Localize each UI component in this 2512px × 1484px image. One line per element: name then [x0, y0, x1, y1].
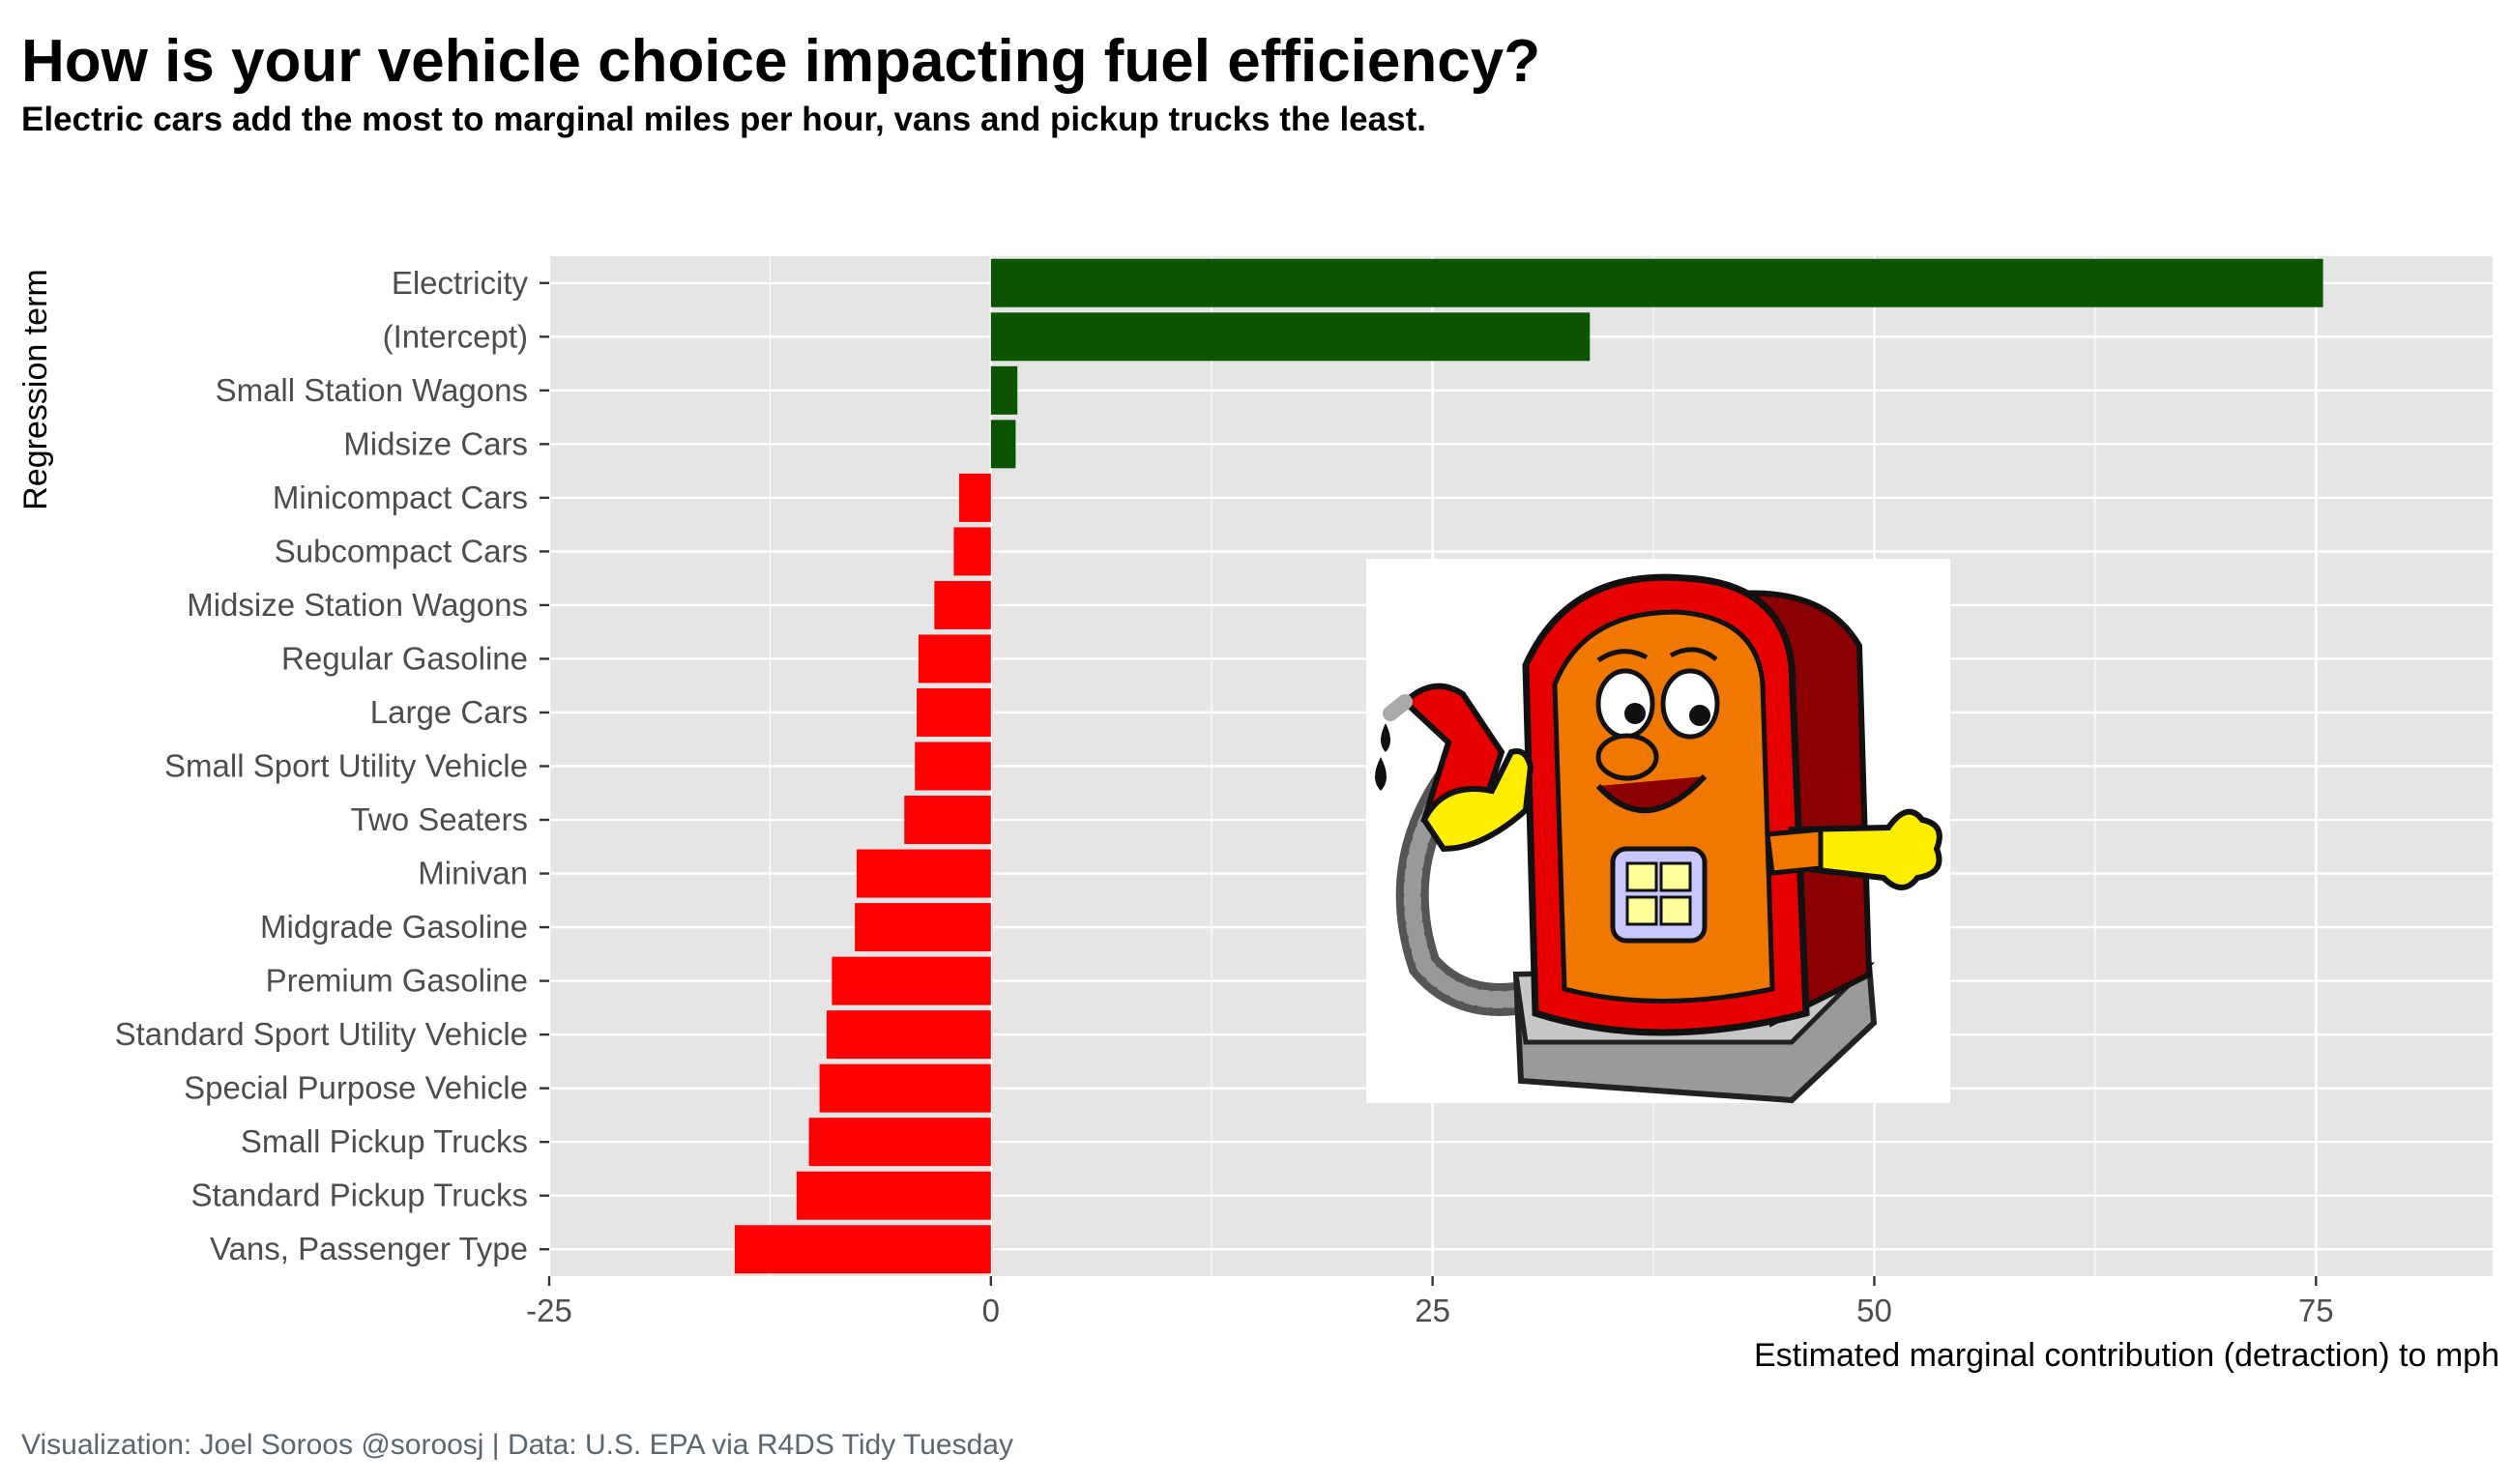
y-tick-label: Subcompact Cars [275, 533, 528, 568]
y-tick-label: Premium Gasoline [266, 963, 528, 999]
bar [856, 849, 991, 898]
y-tick-label: (Intercept) [383, 318, 528, 354]
x-tick-label: 50 [1856, 1293, 1892, 1328]
bar [832, 956, 991, 1005]
y-tick-label: Two Seaters [351, 801, 528, 837]
bar [990, 420, 1016, 469]
y-tick-label: Minivan [418, 856, 528, 891]
y-tick-label: Vans, Passenger Type [210, 1231, 528, 1266]
y-axis-title: Regression term [17, 269, 54, 509]
x-tick-label: -25 [526, 1293, 572, 1328]
bar [826, 1010, 991, 1060]
y-tick-label: Midsize Station Wagons [187, 587, 528, 623]
bar [808, 1118, 991, 1167]
bar [819, 1063, 991, 1113]
x-axis-title: Estimated marginal contribution (detract… [1754, 1337, 2499, 1374]
bars [734, 258, 2323, 1274]
y-tick-label: Small Pickup Trucks [241, 1123, 528, 1159]
bar [904, 796, 991, 845]
chart-subtitle: Electric cars add the most to marginal m… [21, 101, 1426, 138]
bar [855, 903, 991, 952]
bar [934, 580, 991, 629]
cartoon-gas-pump-icon [1366, 559, 1950, 1104]
bar [990, 365, 1018, 415]
bar [958, 473, 991, 522]
caption: Visualization: Joel Soroos @soroosj | Da… [21, 1429, 1013, 1461]
y-tick-label: Midsize Cars [343, 425, 528, 461]
y-axis: Electricity (Intercept) Small Station Wago… [115, 265, 549, 1266]
y-tick-label: Small Sport Utility Vehicle [164, 748, 528, 784]
chart-title: How is your vehicle choice impacting fue… [21, 28, 1541, 95]
bar [918, 634, 991, 684]
bar [953, 527, 991, 576]
x-tick-label: 75 [2298, 1293, 2334, 1328]
bar [990, 258, 2323, 307]
y-tick-label: Large Cars [370, 694, 528, 730]
y-tick-label: Special Purpose Vehicle [184, 1070, 528, 1106]
y-tick-label: Standard Pickup Trucks [191, 1178, 529, 1213]
y-tick-label: Small Station Wagons [216, 372, 528, 408]
x-tick-label: 0 [982, 1293, 1000, 1328]
x-tick-label: 25 [1415, 1293, 1450, 1328]
bar [796, 1171, 991, 1220]
y-tick-label: Standard Sport Utility Vehicle [115, 1016, 528, 1052]
y-tick-label: Minicompact Cars [273, 480, 528, 515]
y-tick-label: Midgrade Gasoline [260, 909, 528, 945]
y-tick-label: Regular Gasoline [281, 640, 528, 676]
bar [990, 312, 1591, 362]
x-axis: -25 0 25 50 75 [526, 1276, 2334, 1328]
bar [917, 687, 991, 737]
y-tick-label: Electricity [392, 265, 529, 301]
bar [734, 1225, 991, 1274]
bar [915, 742, 991, 791]
